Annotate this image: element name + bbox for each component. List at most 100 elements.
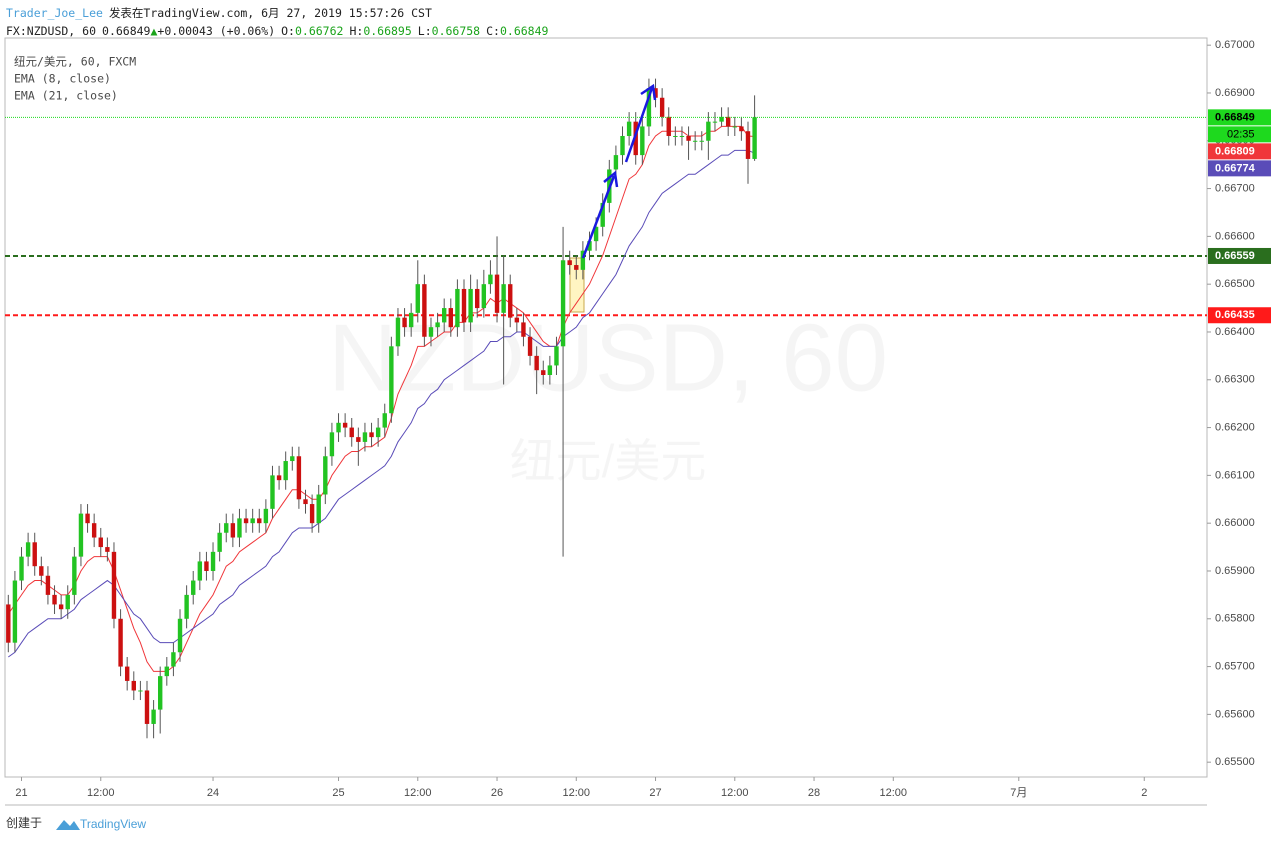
candle-body [567,260,572,266]
y-tick-label: 0.67000 [1215,39,1255,51]
candle-body [191,580,196,595]
candle-body [745,131,751,159]
candle-body [395,317,401,347]
x-tick-label: 12:00 [404,787,432,799]
candle-body [514,317,520,323]
candle-body [6,604,11,643]
candle-body [653,88,658,98]
candle-body [626,121,632,136]
candle-body [342,422,348,428]
candle-body [580,250,586,270]
candle-body [131,680,136,691]
legend-entry: EMA (8, close) [14,72,111,86]
symbol: FX:NZDUSD, 60 [6,24,96,38]
candle-body [369,432,374,438]
candle-body [32,542,37,567]
change: +0.00043 (+0.06%) [157,24,275,38]
y-tick-label: 0.66500 [1215,278,1255,290]
candle-body [706,121,711,141]
candle-body [752,117,757,159]
y-tick-label: 0.66100 [1215,469,1255,481]
candle-body [329,432,335,457]
arrow-line [624,87,654,163]
candle-body [197,561,203,581]
candle-body [323,456,328,495]
candle-body [356,437,361,442]
arrow-line [581,175,616,259]
watermark-sub: 纽元/美元 [510,435,707,487]
y-tick-label: 0.66000 [1215,517,1255,529]
y-tick-label: 0.65800 [1215,613,1255,625]
candle-body [270,475,275,509]
candle-body [508,284,513,318]
candle-body [230,523,236,538]
author-name[interactable]: Trader_Joe_Lee [6,6,103,20]
candle-body [276,475,282,481]
y-tick-label: 0.65500 [1215,756,1255,768]
candle-body [739,126,744,132]
candle-body [725,116,731,127]
x-tick-label: 12:00 [721,787,749,799]
x-tick-label: 12:00 [563,787,591,799]
candle-body [336,422,341,433]
candle-body [527,336,533,356]
candle-body [263,508,269,524]
ema-value-label: 0.66774 [1215,162,1256,174]
y-tick-label: 0.66300 [1215,374,1255,386]
countdown: 02:35 [1227,128,1255,140]
x-tick-label: 28 [808,787,820,799]
arrow-head [640,83,657,101]
candle-body [389,346,394,414]
price-labels: 0.66849 02:35 0.66809 0.66774 0.66559 0.66435 [1208,109,1271,324]
candle-body [613,155,619,170]
y-tick-label: 0.66900 [1215,87,1255,99]
y-tick-label: 0.66400 [1215,326,1255,338]
candle-body [501,284,506,313]
candle-body [646,88,652,127]
candle-body [692,140,698,142]
candle-body [712,121,718,123]
watermark: NZDUSD, 60 [328,304,888,411]
arrow-head [603,170,619,188]
candle-body [686,135,691,141]
o-value: 0.66762 [295,24,343,38]
x-tick-label: 12:00 [880,787,908,799]
candle-body [574,265,579,270]
candle-body [58,604,64,610]
candle-body [111,551,117,619]
ema-value-label-bg [1208,160,1271,177]
candle-body [39,566,44,576]
ema-value-label: 0.66809 [1215,145,1255,157]
candle-body [422,284,427,337]
x-tick-label: 12:00 [87,787,115,799]
x-tick-label: 24 [207,787,219,799]
legend-entry: EMA (21, close) [14,89,118,103]
candle-body [382,413,387,428]
candle-body [217,532,222,552]
candle-body [257,518,262,524]
candle-body [25,542,31,557]
y-tick-label: 0.66600 [1215,230,1255,242]
candle-body [547,365,553,375]
level-label-bg [1208,307,1271,324]
candle-body [45,575,51,595]
candle-body [138,690,143,692]
level-label: 0.66435 [1215,309,1255,321]
candle-body [732,126,737,128]
candle-body [593,226,599,242]
candle-body [78,513,84,557]
footer-brand[interactable]: TradingView [80,817,146,831]
candle-body [243,518,249,524]
candle-body [224,523,229,533]
candle-body [461,288,467,323]
h-value: 0.66895 [363,24,411,38]
candle-body [283,461,288,481]
candle-body [164,666,170,677]
x-tick-label: 2 [1141,787,1147,799]
candle-body [448,308,453,328]
candle-body [534,355,539,371]
candle-body [210,551,216,571]
candle-body [666,116,671,136]
